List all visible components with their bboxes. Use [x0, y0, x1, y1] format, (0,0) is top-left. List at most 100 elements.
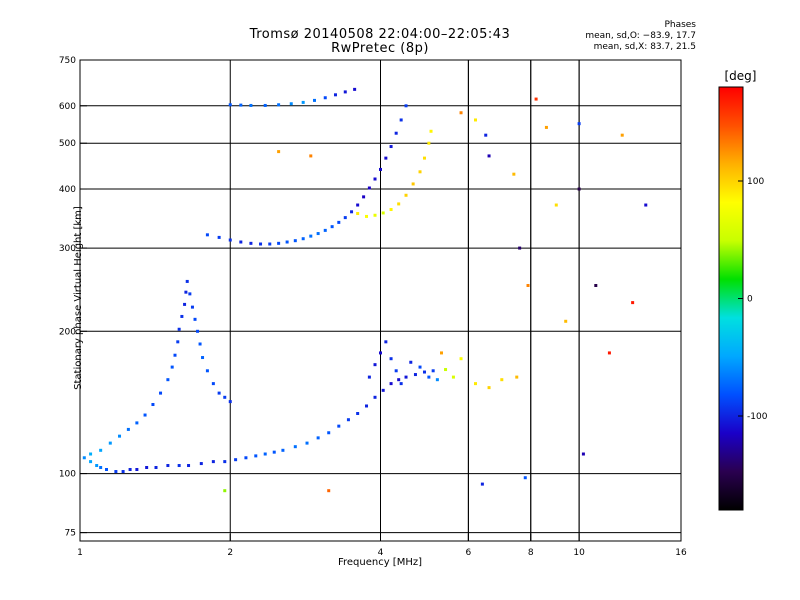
data-point — [473, 118, 477, 122]
points-layer — [82, 87, 648, 493]
data-point — [577, 187, 581, 191]
data-point — [121, 470, 125, 474]
colorbar-tick-label: -100 — [747, 412, 768, 422]
axes-layer: 1 2 4 6 8 10 16 75 100 200 300 400 500 600 750 — [59, 56, 687, 558]
data-point — [518, 246, 522, 250]
data-point — [188, 292, 192, 296]
phase-stats-x: mean, sd,X: 83.7, 21.5 — [593, 42, 696, 52]
data-point — [381, 211, 385, 215]
data-point — [99, 466, 103, 470]
data-point — [554, 203, 558, 207]
data-point — [409, 360, 413, 364]
data-point — [399, 382, 403, 386]
data-point — [367, 186, 371, 190]
data-point — [316, 232, 320, 236]
data-point — [185, 279, 189, 283]
data-point — [422, 156, 426, 160]
y-tick-label: 600 — [59, 102, 76, 112]
data-point — [228, 103, 232, 107]
data-point — [305, 441, 309, 445]
data-point — [362, 195, 366, 199]
data-point — [607, 351, 611, 355]
data-point — [309, 154, 313, 158]
data-point — [365, 404, 369, 408]
colorbar-title: [deg] — [724, 69, 757, 83]
data-point — [451, 375, 455, 379]
data-point — [404, 104, 408, 108]
data-point — [373, 177, 377, 181]
data-point — [526, 283, 530, 287]
x-tick-label: 2 — [227, 548, 233, 558]
data-point — [183, 302, 187, 306]
data-point — [399, 118, 403, 122]
data-point — [268, 242, 272, 246]
data-point — [343, 90, 347, 94]
data-point — [404, 375, 408, 379]
data-point — [389, 145, 393, 149]
data-point — [480, 482, 484, 486]
x-tick-label: 10 — [573, 548, 585, 558]
y-tick-label: 75 — [65, 529, 76, 539]
data-point — [173, 353, 177, 357]
data-point — [223, 489, 227, 493]
data-point — [384, 340, 388, 344]
data-point — [356, 203, 360, 207]
data-point — [187, 464, 191, 468]
data-point — [126, 427, 130, 431]
data-point — [394, 131, 398, 135]
colorbar-tick-label: 0 — [747, 295, 753, 305]
data-point — [333, 93, 337, 97]
data-point — [350, 210, 354, 214]
data-point — [198, 342, 202, 346]
data-point — [312, 98, 316, 102]
data-point — [487, 386, 491, 390]
data-point — [277, 241, 281, 245]
data-point — [373, 395, 377, 399]
data-point — [135, 468, 139, 472]
data-point — [309, 234, 313, 238]
data-point — [180, 314, 184, 318]
data-point — [177, 327, 181, 331]
data-point — [397, 202, 401, 206]
y-tick-label: 300 — [59, 244, 76, 254]
chart-subtitle: RwPretec (8p) — [331, 41, 429, 56]
data-point — [644, 203, 648, 207]
data-point — [327, 431, 331, 435]
colorbar: 100 0 -100 — [718, 86, 768, 511]
data-point — [254, 454, 258, 458]
data-point — [104, 468, 108, 472]
data-point — [263, 452, 267, 456]
data-point — [228, 400, 232, 404]
data-point — [82, 456, 86, 460]
data-point — [429, 129, 433, 133]
data-point — [373, 213, 377, 217]
data-point — [581, 452, 585, 456]
data-point — [427, 375, 431, 379]
data-point — [487, 154, 491, 158]
data-point — [381, 388, 385, 392]
data-point — [484, 133, 488, 137]
data-point — [323, 228, 327, 232]
data-point — [301, 100, 305, 104]
data-point — [196, 329, 200, 333]
data-point — [108, 441, 112, 445]
phase-stats: Phases mean, sd,O: −83.9, 17.7 mean, sd,… — [560, 20, 696, 53]
data-point — [459, 111, 463, 115]
data-point — [337, 424, 341, 428]
data-point — [373, 363, 377, 367]
y-tick-label: 500 — [59, 139, 76, 149]
data-point — [379, 351, 382, 355]
data-point — [239, 103, 243, 107]
data-point — [184, 290, 188, 294]
data-point — [259, 242, 263, 246]
data-point — [379, 167, 382, 171]
data-point — [564, 319, 568, 323]
data-point — [277, 103, 281, 107]
data-point — [431, 369, 435, 373]
x-tick-label: 6 — [466, 548, 472, 558]
data-point — [211, 382, 215, 386]
data-point — [234, 458, 238, 462]
data-point — [190, 305, 194, 309]
data-point — [353, 87, 357, 91]
